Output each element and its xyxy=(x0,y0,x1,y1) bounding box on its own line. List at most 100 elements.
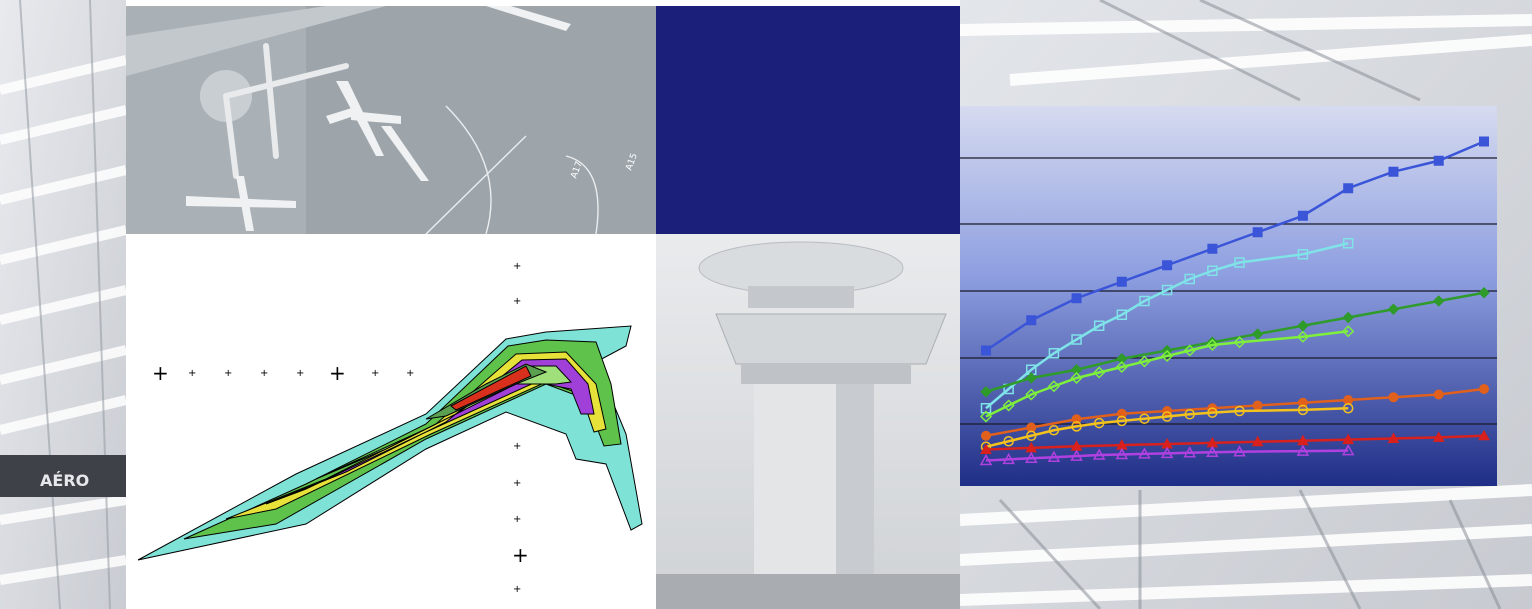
svg-text:+: + xyxy=(224,368,232,379)
series-5-point-6 xyxy=(1116,415,1128,427)
control-tower-photo xyxy=(656,234,960,609)
series-7-point-4 xyxy=(1070,449,1083,461)
series-3-point-0 xyxy=(979,410,993,423)
chart-plot-area xyxy=(960,106,1497,486)
solid-navy-block xyxy=(656,6,960,234)
series-5-point-2 xyxy=(1026,430,1037,441)
series-1-point-9 xyxy=(1184,273,1195,285)
series-1-point-12 xyxy=(1297,249,1309,260)
series-line-2 xyxy=(985,291,1485,393)
series-3-point-1 xyxy=(1002,399,1015,412)
sign-text: AÉRO xyxy=(40,471,89,490)
series-line-7 xyxy=(985,449,1349,462)
series-5-point-8 xyxy=(1161,411,1173,422)
series-1-point-8 xyxy=(1161,284,1173,296)
series-7-point-1 xyxy=(1002,452,1015,465)
series-2-point-10 xyxy=(1433,295,1445,307)
series-2-point-11 xyxy=(1478,287,1490,299)
series-4-point-10 xyxy=(1433,389,1444,400)
series-2-point-2 xyxy=(1070,364,1083,376)
series-3-point-10 xyxy=(1206,338,1219,352)
series-3-point-4 xyxy=(1070,371,1083,385)
svg-text:+: + xyxy=(371,368,379,379)
svg-text:+: + xyxy=(260,368,268,379)
series-4-point-0 xyxy=(981,430,991,441)
series-4-point-11 xyxy=(1479,384,1489,394)
series-7-point-3 xyxy=(1047,450,1061,462)
series-0-point-8 xyxy=(1343,183,1354,194)
line-chart-panel xyxy=(960,106,1497,486)
series-3-point-8 xyxy=(1161,349,1174,363)
series-6-point-9 xyxy=(1387,432,1400,443)
series-7-point-10 xyxy=(1206,445,1219,457)
series-7-point-12 xyxy=(1296,444,1310,456)
series-2-point-8 xyxy=(1342,311,1354,324)
series-line-4 xyxy=(985,387,1485,437)
series-3-point-6 xyxy=(1115,360,1128,374)
series-3-point-3 xyxy=(1047,380,1060,393)
svg-text:+: + xyxy=(513,296,521,307)
series-3-point-11 xyxy=(1233,336,1246,349)
series-4-point-2 xyxy=(1071,414,1082,425)
svg-text:+: + xyxy=(513,584,521,595)
aerial-apron-photo: A17 A15 xyxy=(126,6,656,234)
series-7-point-5 xyxy=(1092,448,1106,460)
svg-text:+: + xyxy=(329,361,346,385)
series-7-point-11 xyxy=(1233,445,1246,457)
series-7-point-13 xyxy=(1341,444,1355,456)
series-5-point-9 xyxy=(1184,409,1195,420)
series-4-point-7 xyxy=(1297,397,1308,408)
series-line-6 xyxy=(985,434,1485,451)
series-3-point-12 xyxy=(1296,330,1309,343)
series-5-point-10 xyxy=(1207,407,1218,418)
series-0-point-1 xyxy=(1026,315,1037,326)
series-3-point-9 xyxy=(1183,344,1196,357)
series-0-point-4 xyxy=(1162,260,1173,271)
series-2-point-0 xyxy=(980,386,992,398)
series-2-point-9 xyxy=(1387,303,1400,315)
series-0-point-10 xyxy=(1433,155,1444,166)
series-5-point-7 xyxy=(1139,413,1150,424)
series-1-point-0 xyxy=(980,403,992,414)
svg-text:+: + xyxy=(512,543,529,567)
series-0-point-2 xyxy=(1071,293,1082,304)
series-5-point-12 xyxy=(1297,404,1309,416)
series-0-point-3 xyxy=(1116,276,1127,287)
series-6-point-10 xyxy=(1432,431,1445,442)
series-5-point-11 xyxy=(1234,405,1245,417)
series-line-0 xyxy=(985,140,1485,352)
series-1-point-13 xyxy=(1342,238,1354,249)
series-1-point-3 xyxy=(1048,348,1060,359)
line-chart xyxy=(960,106,1497,486)
contour-level-7 xyxy=(450,365,532,411)
series-1-point-10 xyxy=(1207,265,1218,276)
series-5-point-5 xyxy=(1093,417,1105,429)
series-5-point-13 xyxy=(1342,403,1354,414)
series-1-point-7 xyxy=(1139,295,1150,307)
series-1-point-6 xyxy=(1116,309,1128,320)
svg-text:+: + xyxy=(513,261,521,272)
series-6-point-6 xyxy=(1251,435,1264,447)
series-1-point-11 xyxy=(1234,257,1245,268)
series-1-point-5 xyxy=(1093,320,1105,331)
series-4-point-9 xyxy=(1388,392,1399,403)
series-4-point-3 xyxy=(1116,408,1127,419)
series-6-point-8 xyxy=(1342,433,1355,445)
svg-text:+: + xyxy=(188,368,196,379)
series-0-point-7 xyxy=(1297,210,1308,221)
series-7-point-6 xyxy=(1115,447,1129,460)
series-5-point-3 xyxy=(1048,425,1060,436)
series-3-point-13 xyxy=(1342,325,1355,338)
series-5-point-4 xyxy=(1071,421,1082,432)
svg-text:+: + xyxy=(513,441,521,452)
series-0-point-9 xyxy=(1388,166,1399,177)
series-5-point-1 xyxy=(1003,436,1014,447)
series-2-point-3 xyxy=(1116,353,1128,365)
contour-level-5 xyxy=(315,365,573,480)
series-7-point-9 xyxy=(1183,446,1197,458)
svg-text:+: + xyxy=(152,361,169,385)
series-7-point-2 xyxy=(1024,451,1038,464)
series-0-point-5 xyxy=(1207,243,1218,254)
chart-series xyxy=(979,136,1490,466)
series-2-point-6 xyxy=(1251,328,1264,340)
